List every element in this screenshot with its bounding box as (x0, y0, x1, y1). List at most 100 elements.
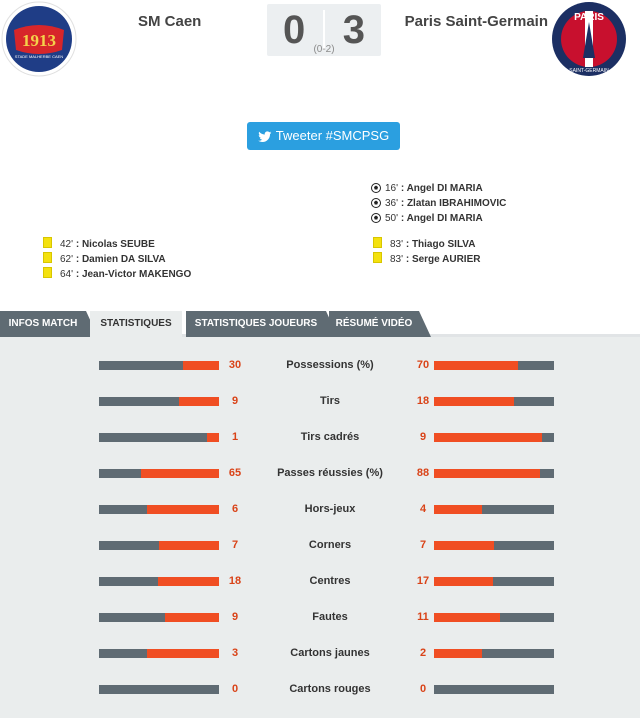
home-stat-fill (147, 505, 219, 514)
away-stat-value: 7 (419, 539, 427, 551)
stat-row: 9 Tirs 18 (0, 383, 640, 419)
stat-label: Tirs (320, 395, 340, 407)
yellow-card-event: 42' : Nicolas SEUBE (43, 237, 155, 251)
away-stat-value: 2 (419, 647, 427, 659)
stat-row: 18 Centres 17 (0, 563, 640, 599)
yellow-card-event: 62' : Damien DA SILVA (43, 252, 166, 266)
home-stat-value: 65 (228, 467, 242, 479)
home-stat-bar (99, 541, 219, 550)
home-stat-bar (99, 469, 219, 478)
goal-event: 36' : Zlatan IBRAHIMOVIC (371, 197, 506, 211)
away-stat-fill (434, 361, 518, 370)
tab-statistiques[interactable]: STATISTIQUES (90, 311, 182, 337)
away-score: 3 (342, 8, 365, 52)
stat-row: 7 Corners 7 (0, 527, 640, 563)
away-stat-value: 0 (419, 683, 427, 695)
away-stat-bar (434, 541, 554, 550)
home-stat-value: 9 (231, 395, 239, 407)
home-stat-fill (183, 361, 219, 370)
yellow-card-icon (373, 252, 382, 263)
soccer-ball-icon (371, 183, 381, 193)
sm-caen-logo: 1913 STADE MALHERBE CAEN (0, 0, 78, 78)
away-stat-value: 17 (416, 575, 430, 587)
yellow-card-icon (43, 237, 52, 248)
home-stat-fill (157, 577, 219, 586)
tweet-button[interactable]: Tweeter #SMCPSG (247, 122, 400, 150)
stat-row: 9 Fautes 11 (0, 599, 640, 635)
stat-row: 1 Tirs cadrés 9 (0, 419, 640, 455)
away-stat-value: 4 (419, 503, 427, 515)
stat-label: Passes réussies (%) (277, 467, 383, 479)
yellow-card-event: 64' : Jean-Victor MAKENGO (43, 267, 191, 281)
stat-label: Centres (309, 575, 351, 587)
score-box: 0 3 (0-2) (267, 4, 381, 56)
away-stat-fill (434, 433, 542, 442)
home-stat-bar (99, 613, 219, 622)
home-stat-fill (179, 397, 219, 406)
home-stat-fill (159, 541, 219, 550)
tab-infos-match[interactable]: INFOS MATCH (0, 311, 86, 337)
yellow-card-icon (43, 252, 52, 263)
soccer-ball-icon (371, 213, 381, 223)
home-stat-bar (99, 685, 219, 694)
away-stat-fill (434, 649, 482, 658)
svg-text:PARIS: PARIS (574, 12, 604, 23)
svg-text:STADE MALHERBE CAEN: STADE MALHERBE CAEN (15, 54, 63, 59)
home-stat-value: 1 (231, 431, 239, 443)
svg-text:SAINT-GERMAIN: SAINT-GERMAIN (569, 68, 609, 74)
stat-label: Cartons jaunes (290, 647, 370, 659)
away-stat-value: 88 (416, 467, 430, 479)
away-stat-bar (434, 505, 554, 514)
away-team-name[interactable]: Paris Saint-Germain (404, 13, 548, 30)
stat-row: 0 Cartons rouges 0 (0, 671, 640, 707)
tweet-label: Tweeter #SMCPSG (275, 128, 390, 143)
stat-label: Cartons rouges (289, 683, 371, 695)
statistics-panel: 30 Possessions (%) 70 9 Tirs 18 1 Tirs c… (0, 337, 640, 718)
score-divider (323, 10, 325, 50)
stat-label: Hors-jeux (304, 503, 356, 515)
away-stat-value: 18 (416, 395, 430, 407)
away-stat-value: 11 (417, 611, 429, 623)
home-stat-fill (147, 649, 219, 658)
away-stat-fill (434, 577, 493, 586)
stat-label: Corners (308, 539, 352, 551)
home-stat-value: 3 (231, 647, 239, 659)
home-stat-fill (207, 433, 219, 442)
yellow-card-event: 83' : Thiago SILVA (373, 237, 475, 251)
psg-logo: PARIS SAINT-GERMAIN (550, 0, 628, 78)
home-stat-value: 9 (231, 611, 239, 623)
home-score: 0 (283, 8, 306, 52)
twitter-bird-icon (258, 131, 272, 142)
home-stat-value: 6 (231, 503, 239, 515)
soccer-ball-icon (371, 198, 381, 208)
stat-row: 65 Passes réussies (%) 88 (0, 455, 640, 491)
home-stat-bar (99, 361, 219, 370)
stat-row: 30 Possessions (%) 70 (0, 347, 640, 383)
stat-row: 3 Cartons jaunes 2 (0, 635, 640, 671)
away-stat-bar (434, 433, 554, 442)
home-stat-value: 7 (231, 539, 239, 551)
svg-text:1913: 1913 (22, 31, 56, 50)
away-stat-bar (434, 685, 554, 694)
stat-label: Fautes (312, 611, 348, 623)
tab-corner (419, 311, 431, 337)
away-stat-bar (434, 397, 554, 406)
home-stat-fill (141, 469, 219, 478)
yellow-card-event: 83' : Serge AURIER (373, 252, 480, 266)
home-stat-bar (99, 505, 219, 514)
tab-resume-video[interactable]: RÉSUMÉ VIDÉO (329, 311, 419, 337)
away-stat-value: 9 (419, 431, 427, 443)
away-stat-value: 70 (416, 359, 430, 371)
away-stat-fill (434, 613, 500, 622)
home-team-name[interactable]: SM Caen (138, 13, 202, 30)
away-stat-bar (434, 469, 554, 478)
home-stat-value: 0 (231, 683, 239, 695)
away-stat-fill (434, 505, 482, 514)
home-stat-bar (99, 397, 219, 406)
goal-event: 50' : Angel DI MARIA (371, 212, 483, 226)
away-stat-bar (434, 649, 554, 658)
goal-event: 16' : Angel DI MARIA (371, 182, 483, 196)
stat-label: Possessions (%) (286, 359, 374, 371)
halftime-score: (0-2) (313, 44, 335, 55)
tab-statistiques-joueurs[interactable]: STATISTIQUES JOUEURS (186, 311, 326, 337)
